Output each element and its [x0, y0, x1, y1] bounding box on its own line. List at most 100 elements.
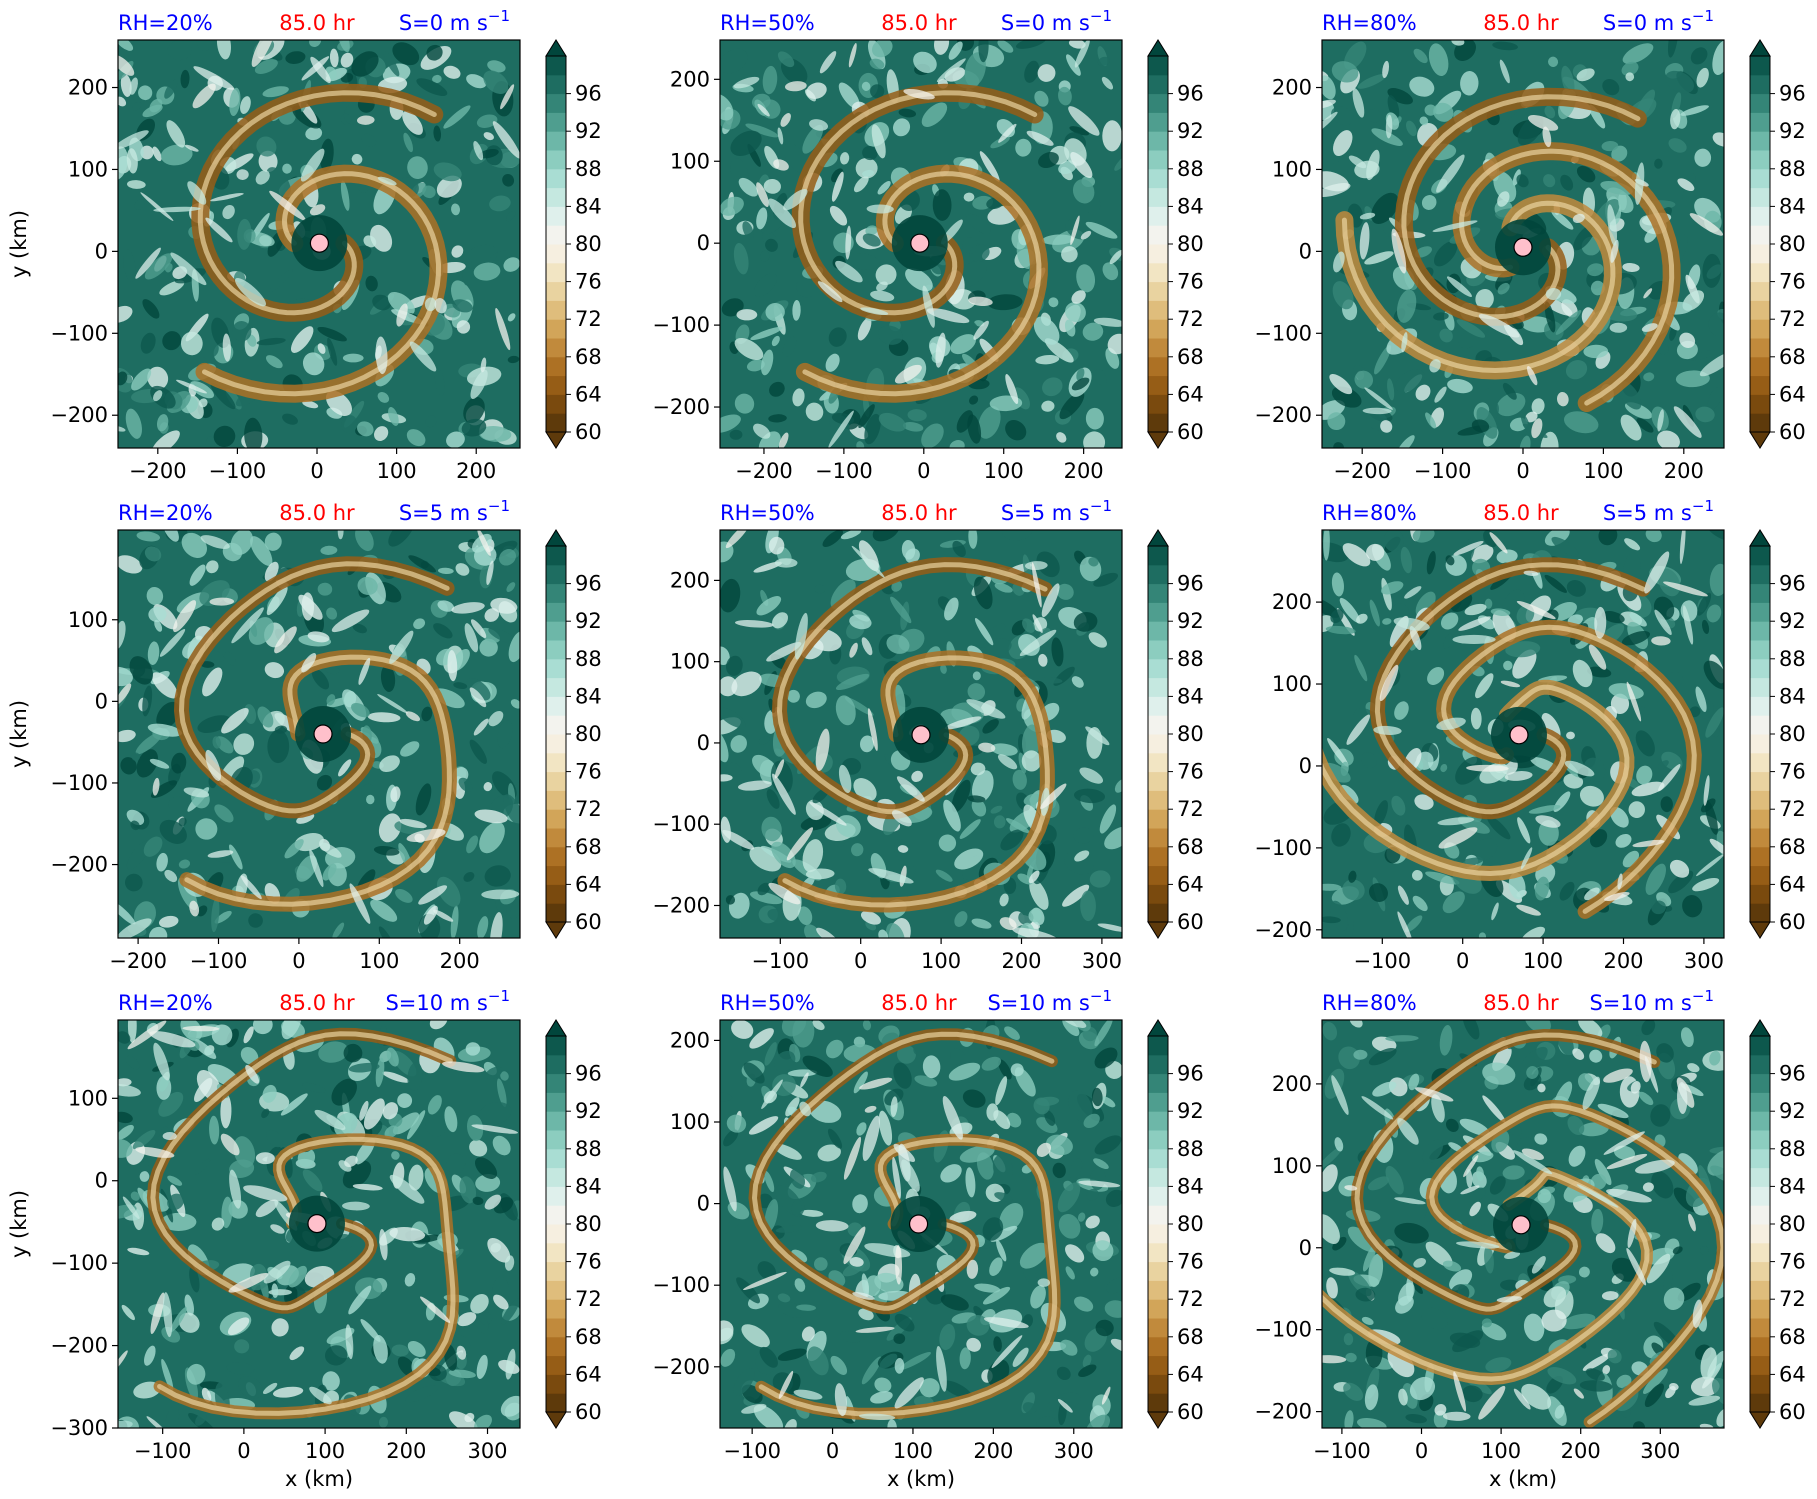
colorbar-level — [1750, 281, 1770, 301]
colorbar-tick-label: 72 — [1177, 1287, 1204, 1311]
colorbar-tick-label: 60 — [575, 420, 602, 444]
colorbar-level — [1148, 131, 1168, 151]
x-tick-label: 100 — [359, 949, 399, 973]
colorbar-tick-label: 76 — [1177, 760, 1204, 784]
y-axis-label: y (km) — [7, 700, 31, 768]
colorbar-tick-label: 80 — [1779, 1212, 1806, 1236]
colorbar-level — [546, 1073, 566, 1093]
x-tick-label: −100 — [209, 459, 267, 483]
x-tick-label: −200 — [129, 459, 187, 483]
colorbar-extend-max — [1749, 1019, 1771, 1037]
colorbar-level — [1750, 1336, 1770, 1357]
colorbar-tick-label: 60 — [1779, 1400, 1806, 1424]
colorbar-level — [1750, 74, 1770, 95]
colorbar-tick-label: 64 — [1177, 1362, 1204, 1386]
colorbar-tick-label: 76 — [1779, 1250, 1806, 1274]
colorbar-tick-label: 64 — [1779, 1362, 1806, 1386]
colorbar-level — [1750, 583, 1770, 603]
colorbar-level — [1148, 1036, 1168, 1056]
x-tick-label: 200 — [1603, 949, 1643, 973]
colorbar-level — [1148, 187, 1168, 207]
colorbar-level — [1148, 225, 1168, 245]
colorbar-tick-label: 92 — [575, 1099, 602, 1123]
y-tick-label: 0 — [697, 1192, 710, 1216]
colorbar-level — [1148, 1130, 1168, 1150]
colorbar-extend-max — [545, 529, 567, 547]
colorbar-tick-label: 84 — [1779, 684, 1806, 708]
colorbar-level — [546, 677, 566, 697]
colorbar-level — [546, 658, 566, 679]
rh-label: RH=50% — [720, 501, 815, 525]
colorbar-tick-label: 64 — [1177, 872, 1204, 896]
colorbar-tick-label: 84 — [575, 684, 602, 708]
y-tick-label: −200 — [50, 1334, 108, 1358]
colorbar-extend-min — [1749, 431, 1771, 449]
y-tick-label: 200 — [1272, 76, 1312, 100]
y-tick-label: 0 — [697, 731, 710, 755]
colorbar-tick-label: 84 — [1177, 684, 1204, 708]
panel-8: −100 0 100 200 300 200 100 0 −100 −200 x (km) RH=50… — [652, 987, 1203, 1491]
colorbar-tick-label: 96 — [1779, 82, 1806, 106]
x-tick-label: 100 — [1523, 949, 1563, 973]
colorbar-level — [1750, 131, 1770, 151]
colorbar-level — [546, 1242, 566, 1263]
x-tick-label: 0 — [917, 459, 930, 483]
y-tick-label: −100 — [50, 1251, 108, 1275]
y-tick-label: −300 — [50, 1416, 108, 1440]
colorbar-level — [1750, 846, 1770, 867]
x-tick-label: 200 — [1064, 459, 1104, 483]
colorbar-level — [1750, 93, 1770, 113]
y-tick-label: −200 — [652, 1355, 710, 1379]
colorbar-level — [1148, 1148, 1168, 1169]
shear-label: S=10 m s−1 — [1589, 987, 1714, 1015]
y-tick-label: 0 — [1299, 239, 1312, 263]
colorbar-tick-label: 68 — [1779, 835, 1806, 859]
time-label: 85.0 hr — [279, 11, 355, 35]
colorbar-tick-label: 96 — [575, 572, 602, 596]
colorbar-level — [1148, 1073, 1168, 1093]
colorbar-level — [546, 696, 566, 716]
colorbar-tick-label: 84 — [1779, 1174, 1806, 1198]
time-label: 85.0 hr — [881, 991, 957, 1015]
colorbar-level — [1750, 1111, 1770, 1131]
y-tick-label: 100 — [68, 608, 108, 632]
y-tick-label: 200 — [670, 568, 710, 592]
colorbar-tick-label: 88 — [1779, 157, 1806, 181]
colorbar-level — [546, 546, 566, 566]
colorbar-level — [546, 771, 566, 791]
colorbar-tick-label: 92 — [1177, 119, 1204, 143]
x-tick-label: 200 — [1664, 459, 1704, 483]
colorbar-level — [1750, 319, 1770, 339]
x-tick-label: 200 — [440, 949, 480, 973]
colorbar-level — [546, 394, 566, 414]
colorbar-level — [546, 356, 566, 377]
x-tick-label: −100 — [190, 949, 248, 973]
colorbar-level — [1148, 1111, 1168, 1131]
colorbar-tick-label: 80 — [1779, 232, 1806, 256]
colorbar-level — [546, 621, 566, 641]
colorbar-extend-max — [1147, 529, 1169, 547]
colorbar-tick-label: 64 — [575, 872, 602, 896]
colorbar-level — [1750, 413, 1770, 433]
colorbar-tick-label: 76 — [1779, 270, 1806, 294]
colorbar-extend-max — [1147, 1019, 1169, 1037]
colorbar: 96 92 88 84 80 76 72 68 64 60 — [1147, 39, 1204, 449]
colorbar-level — [1750, 696, 1770, 716]
colorbar-tick-label: 88 — [1177, 1137, 1204, 1161]
colorbar-level — [1750, 752, 1770, 773]
colorbar-extend-min — [545, 921, 567, 939]
colorbar-level — [1148, 1054, 1168, 1075]
x-tick-label: −100 — [751, 949, 809, 973]
y-tick-label: 100 — [1272, 1154, 1312, 1178]
colorbar-tick-label: 80 — [1177, 1212, 1204, 1236]
colorbar-level — [1750, 734, 1770, 754]
colorbar-level — [1750, 206, 1770, 226]
colorbar-level — [1750, 300, 1770, 320]
colorbar: 96 92 88 84 80 76 72 68 64 60 — [1749, 39, 1806, 449]
colorbar-level — [1148, 546, 1168, 566]
colorbar-extend-max — [545, 1019, 567, 1037]
colorbar-level — [1750, 602, 1770, 622]
rh-field — [118, 530, 520, 938]
panel-5: −100 0 100 200 300 200 100 0 −100 −200 RH=50% 85.0 … — [652, 497, 1203, 973]
y-axis-label: y (km) — [7, 1190, 31, 1258]
